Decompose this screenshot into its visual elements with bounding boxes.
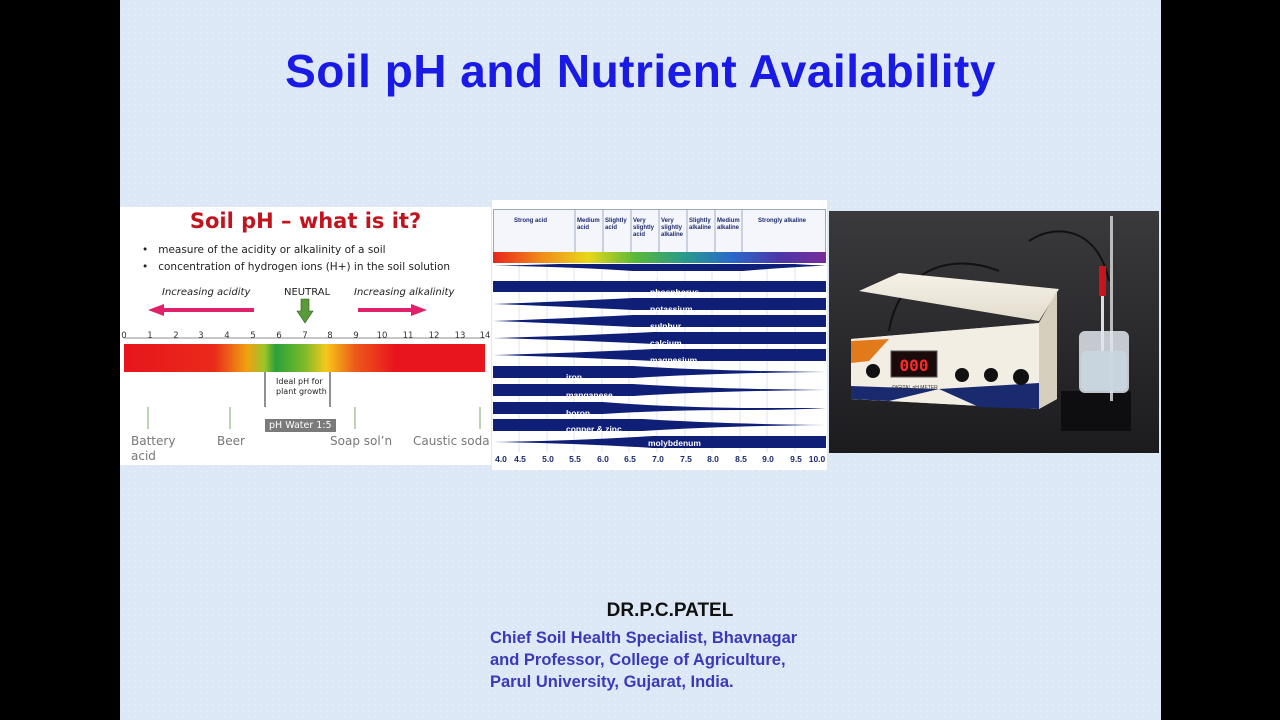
axis-label: 5.5 bbox=[569, 454, 581, 464]
tick-label: 5 bbox=[250, 331, 256, 341]
tick-label: 7 bbox=[302, 331, 308, 341]
ideal-ph-label: Ideal pH for plant growth bbox=[276, 377, 327, 396]
band-potassium bbox=[493, 298, 826, 310]
header-cell: Very slightly acid bbox=[633, 218, 655, 238]
nutrient-label: phosphorus bbox=[650, 287, 700, 297]
axis-label: 6.5 bbox=[624, 454, 636, 464]
axis-label: 6.0 bbox=[597, 454, 609, 464]
header-cell: Slightly acid bbox=[605, 218, 627, 231]
tick-label: 4 bbox=[224, 331, 230, 341]
tick-label: 8 bbox=[327, 331, 333, 341]
nutrient-label: potassium bbox=[650, 304, 693, 314]
header-cell: Medium alkaline bbox=[717, 218, 740, 231]
nutrient-label: sulphur bbox=[650, 321, 682, 331]
tick-label: 6 bbox=[276, 331, 282, 341]
tick-label: 12 bbox=[428, 331, 440, 341]
slide: Soil pH and Nutrient Availability Soil p… bbox=[120, 0, 1161, 720]
band-phosphorus bbox=[493, 281, 826, 292]
example-beer: Beer bbox=[217, 434, 245, 448]
nutrient-availability-chart: Strong acid Medium acid Slightly acid Very… bbox=[492, 200, 827, 470]
nutrient-label: magnesium bbox=[650, 355, 698, 365]
slide-title: Soil pH and Nutrient Availability bbox=[285, 45, 996, 97]
tick-label: 1 bbox=[147, 331, 153, 341]
header-cell: Slightly alkaline bbox=[689, 218, 712, 231]
band-boron bbox=[493, 402, 826, 414]
tick-label: 13 bbox=[454, 331, 466, 341]
tick-label: 0 bbox=[121, 331, 127, 341]
ph-figure-heading: Soil pH – what is it? bbox=[189, 209, 422, 233]
tick-label: 9 bbox=[353, 331, 359, 341]
tick-label: 2 bbox=[173, 331, 179, 341]
nutrient-label: iron bbox=[566, 372, 583, 382]
example-soap: Soap sol’n bbox=[330, 434, 393, 448]
knob-icon bbox=[866, 364, 880, 378]
ph-water-badge: pH Water 1:5 bbox=[265, 419, 336, 432]
header-cell: Strong acid bbox=[514, 218, 548, 224]
header-dividers bbox=[574, 210, 743, 252]
band-calcium bbox=[493, 332, 826, 344]
acidity-class-header: Strong acid Medium acid Slightly acid Very… bbox=[493, 209, 826, 253]
nutrient-label: nitrogen bbox=[650, 270, 684, 280]
axis-label: 9.0 bbox=[762, 454, 774, 464]
example-battery-acid: Battery acid bbox=[131, 434, 176, 463]
tick-label: 10 bbox=[376, 331, 388, 341]
author-name: DR.P.C.PATEL bbox=[606, 600, 734, 621]
acidity-arrow-icon bbox=[148, 304, 254, 316]
axis-label: 9.5 bbox=[790, 454, 802, 464]
nutrient-label: calcium bbox=[650, 338, 682, 348]
author-affiliation: Chief Soil Health Specialist, Bhavnagar … bbox=[490, 629, 798, 691]
axis-label: 8.5 bbox=[735, 454, 747, 464]
header-cell: Medium acid bbox=[577, 218, 600, 231]
meter-label: DIGITAL pH METER bbox=[892, 385, 938, 391]
axis-label: 4.5 bbox=[514, 454, 526, 464]
ph-scale-figure: Soil pH – what is it? • measure of the a… bbox=[120, 207, 491, 465]
bullet-1: • measure of the acidity or alkalinity o… bbox=[142, 244, 386, 256]
tick-label: 11 bbox=[402, 331, 414, 341]
increasing-acidity-label: Increasing acidity bbox=[162, 287, 251, 298]
ph-meter-photo: 000 DIGITAL pH METER bbox=[829, 211, 1159, 453]
increasing-alkalinity-label: Increasing alkalinity bbox=[354, 287, 455, 298]
band-sulphur bbox=[493, 315, 826, 327]
axis-label: 10.0 bbox=[808, 454, 826, 464]
meter-display: 000 bbox=[900, 356, 929, 375]
header-cell: Very slightly alkaline bbox=[661, 218, 684, 238]
nutrient-label: manganese bbox=[566, 390, 613, 400]
band-iron bbox=[493, 366, 826, 378]
band-molybdenum bbox=[493, 436, 826, 448]
knob-icon bbox=[984, 368, 998, 382]
ph-spectrum-strip bbox=[493, 252, 826, 263]
example-caustic-soda: Caustic soda bbox=[413, 434, 490, 448]
axis-label: 4.0 bbox=[495, 454, 507, 464]
nutrient-label: copper & zinc bbox=[566, 424, 622, 434]
tick-label: 14 bbox=[479, 331, 491, 341]
band-manganese bbox=[493, 384, 826, 396]
band-copper-zinc bbox=[493, 419, 826, 431]
nutrient-band-shapes bbox=[493, 264, 826, 448]
band-nitrogen bbox=[493, 264, 826, 272]
neutral-arrow-icon bbox=[296, 298, 314, 324]
neutral-label: NEUTRAL bbox=[284, 287, 331, 298]
header-cell: Strongly alkaline bbox=[758, 218, 807, 224]
ph-meter-illustration: 000 DIGITAL pH METER bbox=[829, 211, 1159, 453]
axis-label: 8.0 bbox=[707, 454, 719, 464]
nutrient-label: molybdenum bbox=[648, 438, 701, 448]
knob-icon bbox=[1013, 369, 1029, 385]
band-magnesium bbox=[493, 349, 826, 361]
axis-label: 5.0 bbox=[542, 454, 554, 464]
alkalinity-arrow-icon bbox=[358, 304, 427, 316]
nutrient-label: boron bbox=[566, 408, 591, 418]
tick-label: 3 bbox=[198, 331, 204, 341]
axis-label: 7.0 bbox=[652, 454, 664, 464]
axis-label: 7.5 bbox=[680, 454, 692, 464]
ph-color-bar bbox=[124, 344, 485, 372]
knob-icon bbox=[955, 368, 969, 382]
bullet-2: • concentration of hydrogen ions (H+) in… bbox=[142, 261, 451, 273]
